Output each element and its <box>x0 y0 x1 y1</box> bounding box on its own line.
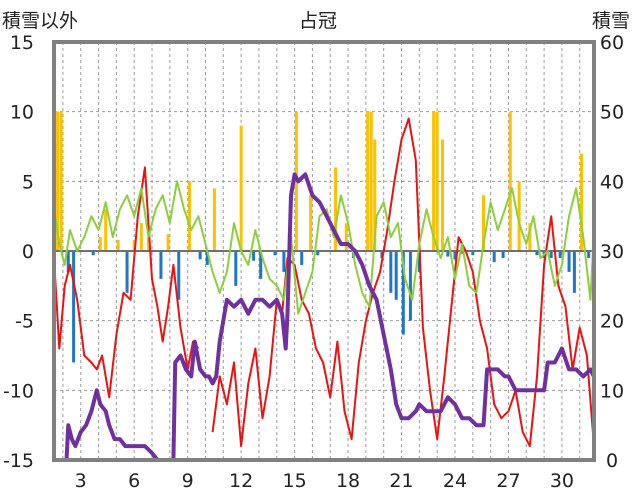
precip-bar <box>187 181 191 251</box>
precip-bar <box>389 251 393 293</box>
left-tick-label: -5 <box>15 311 34 333</box>
precip-bar <box>567 251 571 272</box>
chart-title: 占冠 <box>298 10 337 32</box>
precip-bar <box>558 251 562 258</box>
precip-bar <box>366 111 370 252</box>
left-tick-label: 5 <box>22 171 34 193</box>
x-tick-labels: 3 6 9 12 15 18 21 24 27 30 <box>75 470 574 492</box>
precip-bar <box>66 251 70 272</box>
right-tick-label: 60 <box>600 32 624 54</box>
precip-bar <box>309 195 313 251</box>
series-lines <box>53 117 596 462</box>
left-tick-label: -15 <box>3 450 34 472</box>
precip-bar <box>460 251 464 254</box>
precip-bar <box>587 251 591 258</box>
precip-bar <box>572 251 576 293</box>
precip-bar <box>446 251 450 257</box>
x-tick-label: 30 <box>550 470 574 492</box>
precip-bar <box>239 125 243 251</box>
x-tick-label: 15 <box>283 470 307 492</box>
precip-bar <box>373 139 377 251</box>
precip-bar <box>517 181 521 251</box>
x-tick-label: 9 <box>182 470 194 492</box>
precip-bar <box>549 251 553 258</box>
precip-bar <box>501 251 505 258</box>
right-tick-label: 0 <box>606 450 618 472</box>
precip-bar <box>177 251 181 300</box>
precip-bar <box>344 223 348 251</box>
precip-bar <box>316 251 320 256</box>
precip-bar <box>116 239 120 251</box>
precip-bar <box>334 167 338 251</box>
right-tick-label: 30 <box>600 241 624 263</box>
precip-bar <box>580 153 584 251</box>
precip-bar <box>369 111 373 252</box>
precip-bar <box>394 251 398 300</box>
left-axis-label: 積雪以外 <box>2 10 79 32</box>
right-tick-label: 40 <box>600 171 624 193</box>
precip-bar <box>98 237 102 251</box>
precip-bar <box>198 251 202 260</box>
left-tick-label: -10 <box>3 380 34 402</box>
precip-bar <box>441 139 445 251</box>
precip-bar <box>166 234 170 251</box>
precip-bar <box>91 251 95 256</box>
right-tick-labels: 0 10 20 30 40 50 60 <box>600 32 624 472</box>
precip-bar <box>528 223 532 251</box>
precip-bar <box>453 251 457 260</box>
precip-bar <box>282 251 286 272</box>
precip-bar <box>132 239 136 251</box>
x-tick-label: 24 <box>443 470 467 492</box>
left-tick-label: 15 <box>10 32 34 54</box>
x-tick-label: 6 <box>128 470 140 492</box>
x-tick-label: 18 <box>336 470 360 492</box>
left-tick-labels: -15 -10 -5 0 5 10 15 <box>3 32 34 472</box>
x-tick-label: 27 <box>496 470 520 492</box>
left-tick-label: 0 <box>22 241 34 263</box>
precip-bar <box>56 111 60 252</box>
snow_depth-series-line <box>54 172 596 462</box>
temperature-series-line <box>53 117 595 448</box>
x-tick-label: 12 <box>229 470 253 492</box>
precip-bar <box>212 188 216 251</box>
precip-bar <box>205 251 209 265</box>
precip-bar <box>252 251 256 261</box>
precip-bar <box>139 223 143 251</box>
precip-bar <box>234 251 238 286</box>
precip-bar <box>125 251 129 293</box>
precip-bar <box>146 237 150 251</box>
precip-bar <box>159 251 163 279</box>
precip-bar <box>72 251 76 363</box>
precip-bar <box>492 251 496 263</box>
precip-bar <box>432 111 436 252</box>
precip-bar <box>104 209 108 251</box>
precip-bar <box>508 111 512 252</box>
precip-bar <box>401 251 405 335</box>
x-tick-label: 21 <box>389 470 413 492</box>
right-tick-label: 50 <box>600 102 624 124</box>
right-axis-label: 積雪 <box>591 10 630 32</box>
precip-bar <box>435 111 439 252</box>
precip-bar <box>535 251 539 256</box>
precip-bar <box>471 251 475 256</box>
precip-bar <box>59 111 63 252</box>
precip-bar <box>300 251 304 265</box>
precip-bar <box>380 251 384 258</box>
precip-bar <box>408 251 412 321</box>
precip-bar <box>259 251 263 279</box>
right-tick-label: 10 <box>600 380 624 402</box>
precip-bar <box>482 195 486 251</box>
precip-bar <box>273 251 277 256</box>
left-tick-label: 10 <box>10 102 34 124</box>
right-tick-label: 20 <box>600 311 624 333</box>
plot-frame <box>52 40 596 462</box>
x-tick-label: 3 <box>75 470 87 492</box>
